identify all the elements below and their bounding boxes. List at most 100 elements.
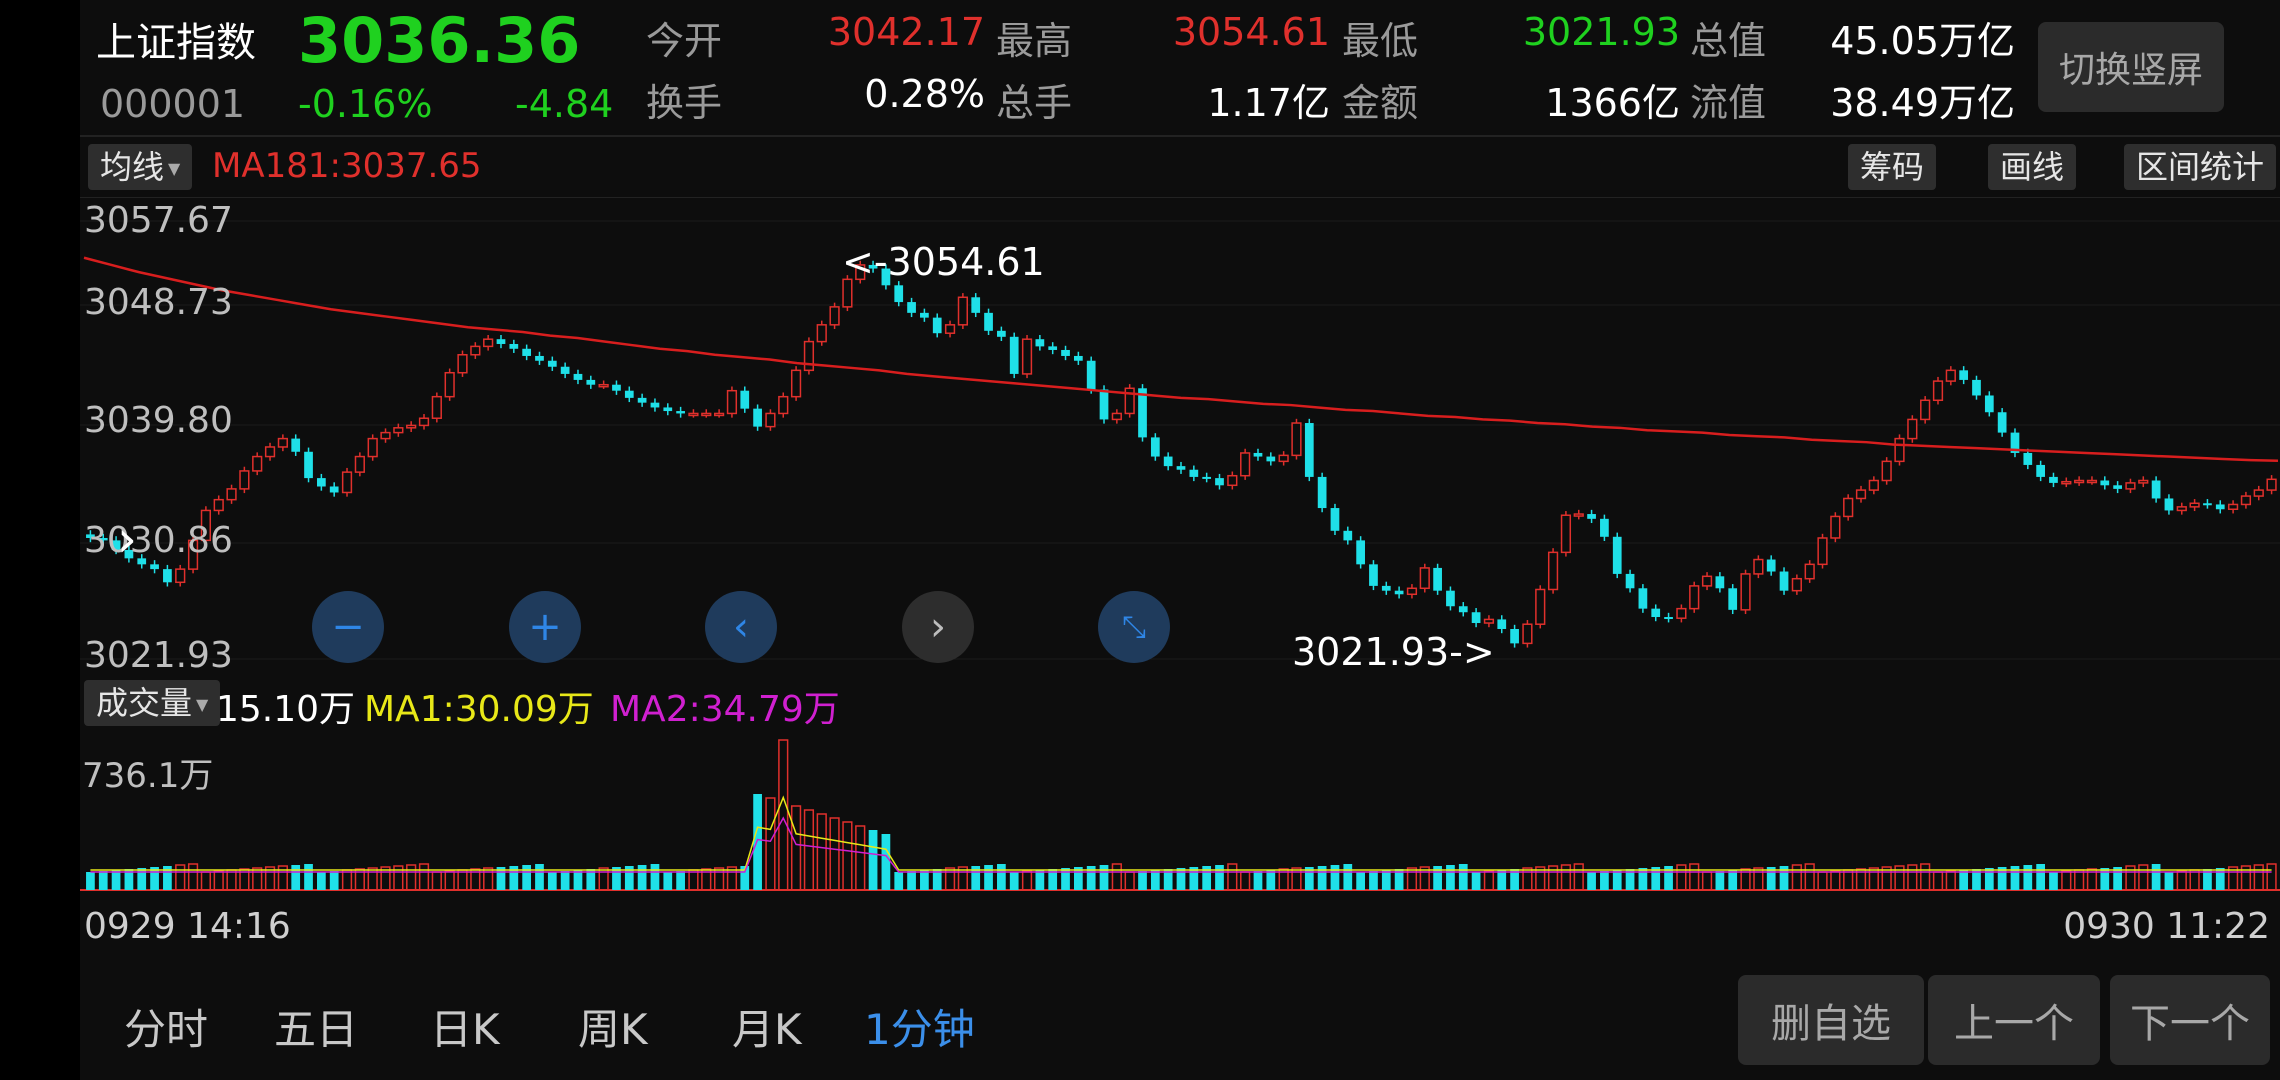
candle xyxy=(997,330,1006,337)
volume-chart[interactable] xyxy=(80,736,2280,896)
candle xyxy=(1907,418,1918,440)
volume-bar xyxy=(1111,863,1122,891)
volume-indicator-selector[interactable]: 成交量 ▼ xyxy=(84,680,221,726)
volume-bar xyxy=(393,865,404,891)
tab-monthly-k[interactable]: 月K xyxy=(732,1005,802,1054)
volume-bar xyxy=(1510,869,1519,890)
indicator-selector[interactable]: 均线 ▼ xyxy=(88,144,193,190)
tab-intraday[interactable]: 分时 xyxy=(124,1005,209,1054)
candle xyxy=(688,412,699,417)
volume-bar xyxy=(971,866,981,890)
candle xyxy=(1497,619,1507,630)
volume-selector-label: 成交量 xyxy=(96,684,193,722)
zoom-out-button[interactable]: − xyxy=(312,591,384,663)
volume-bar xyxy=(881,834,891,890)
ma181-line xyxy=(83,256,2279,462)
candle xyxy=(86,534,95,538)
candle xyxy=(816,324,827,343)
candle xyxy=(1253,452,1263,457)
scroll-right-button[interactable]: › xyxy=(902,591,974,663)
candle xyxy=(1510,629,1519,644)
stat-label: 最低 xyxy=(1342,19,1419,63)
candle xyxy=(1932,380,1944,402)
candle xyxy=(676,411,685,414)
volume-bar xyxy=(1176,868,1186,890)
minus-icon: − xyxy=(331,604,365,650)
candle xyxy=(1369,564,1378,586)
candle xyxy=(239,470,250,490)
scroll-left-button[interactable]: ‹ xyxy=(705,591,777,663)
stat-label: 今开 xyxy=(646,19,723,63)
volume-bar xyxy=(1932,871,1944,891)
volume-bar xyxy=(1240,871,1251,891)
volume-bar xyxy=(612,867,621,890)
candle xyxy=(483,338,494,348)
volume-bar xyxy=(816,813,827,891)
candle xyxy=(1433,567,1442,591)
volume-bar xyxy=(380,866,391,891)
candle xyxy=(213,498,224,512)
candle xyxy=(1111,412,1122,421)
candle xyxy=(2164,498,2174,511)
candle xyxy=(1600,518,1609,537)
tab-five-day[interactable]: 五日 xyxy=(274,1005,359,1054)
volume-bar xyxy=(2074,869,2085,891)
volume-bar xyxy=(1433,866,1442,890)
switch-portrait-button[interactable]: 切换竖屏 xyxy=(2038,22,2224,112)
candle xyxy=(1676,607,1687,619)
chart-toolbar xyxy=(80,137,2280,198)
tab-daily-k[interactable]: 日K xyxy=(430,1005,500,1054)
tab-weekly-k[interactable]: 周K xyxy=(578,1005,648,1054)
stat-float-cap: 流值 xyxy=(1690,72,1766,127)
y-tick-label: 3048.73 xyxy=(84,282,233,323)
volume-bar xyxy=(1676,864,1687,891)
candle xyxy=(881,268,891,286)
candle xyxy=(1651,608,1661,618)
reset-zoom-button[interactable]: ⤡ xyxy=(1098,591,1170,663)
zoom-in-button[interactable]: + xyxy=(509,591,581,663)
remove-watchlist-button[interactable]: 删自选 xyxy=(1738,975,1924,1065)
next-button[interactable]: 下一个 xyxy=(2110,975,2270,1065)
draw-line-button[interactable]: 画线 xyxy=(1988,144,2077,190)
volume-bar xyxy=(1984,868,1994,890)
candlestick-chart[interactable] xyxy=(80,197,2280,677)
candle xyxy=(2227,503,2239,510)
volume-bar xyxy=(1394,869,1404,890)
candle xyxy=(1419,567,1430,590)
candle xyxy=(187,539,199,570)
volume-bar xyxy=(431,871,442,891)
candle xyxy=(1073,355,1083,361)
volume-bar xyxy=(1625,869,1635,890)
candle xyxy=(2010,432,2020,453)
volume-bar xyxy=(1881,866,1892,891)
candle xyxy=(547,360,557,367)
volume-bar xyxy=(175,864,186,891)
tab-one-minute[interactable]: 1分钟 xyxy=(864,1005,975,1054)
volume-bar xyxy=(1458,864,1468,890)
volume-bar xyxy=(753,794,762,890)
volume-bar xyxy=(496,867,506,890)
candle xyxy=(304,451,313,479)
volume-bar xyxy=(1547,865,1559,891)
volume-bar xyxy=(1021,870,1033,891)
candle xyxy=(317,478,326,487)
range-stats-button[interactable]: 区间统计 xyxy=(2124,144,2277,190)
volume-bar xyxy=(894,872,904,890)
chips-button[interactable]: 筹码 xyxy=(1848,144,1937,190)
stat-value: 3042.17 xyxy=(827,10,985,54)
candle xyxy=(1483,618,1495,624)
candle xyxy=(612,384,621,391)
volume-bar xyxy=(598,867,609,891)
volume-bar xyxy=(457,869,468,891)
stat-value: 3021.93 xyxy=(1522,10,1680,54)
candle xyxy=(1522,623,1533,645)
volume-bar xyxy=(163,866,172,890)
volume-bar xyxy=(2010,866,2020,890)
stat-value: 1.17亿 xyxy=(1207,81,1330,125)
volume-bar xyxy=(829,817,840,891)
previous-button[interactable]: 上一个 xyxy=(1928,975,2100,1065)
expand-left-icon[interactable]: › xyxy=(117,510,137,568)
volume-max-label: 736.1万 xyxy=(82,756,214,796)
candle xyxy=(1855,489,1867,500)
volume-bar xyxy=(1612,870,1622,890)
